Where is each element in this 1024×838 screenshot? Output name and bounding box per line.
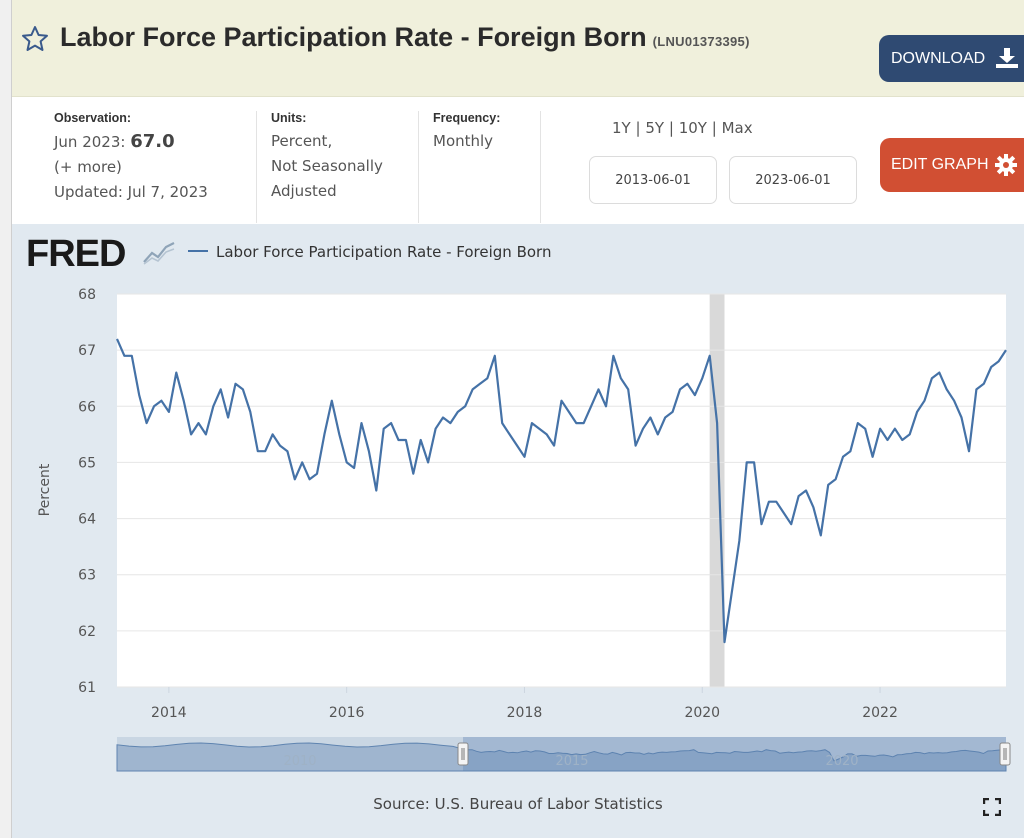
y-tick-label: 65 [78,455,96,471]
y-tick-label: 61 [78,680,96,696]
fullscreen-icon[interactable] [983,798,1001,816]
range-separator: | [668,119,674,137]
units-block: Units: Percent, Not Seasonally Adjusted [271,111,383,204]
y-tick-label: 63 [78,568,96,584]
y-axis-label: Percent [37,463,53,516]
window-left-edge [0,0,12,838]
end-date-input[interactable] [729,156,857,204]
series-id: (LNU01373395) [652,34,750,49]
range-max-link[interactable]: Max [721,119,753,137]
y-tick-label: 62 [78,624,96,640]
fred-logo: FRED [26,233,126,275]
legend-label: Labor Force Participation Rate - Foreign… [216,243,552,261]
range-5y-link[interactable]: 5Y [645,119,665,137]
divider [418,111,419,223]
navigator-year-label: 2010 [283,754,316,769]
units-label: Units: [271,111,307,125]
observation-line: Jun 2023: 67.0 [54,129,208,155]
legend-swatch [188,249,208,252]
navigator-selected-range [463,737,1006,771]
observation-value: 67.0 [130,131,175,152]
series-title: Labor Force Participation Rate - Foreign… [60,22,647,52]
observation-label: Observation: [54,111,132,125]
recession-band [709,294,725,687]
divider [540,111,541,223]
divider [256,111,257,223]
navigator-series-area [116,742,1007,772]
star-outline-icon[interactable] [20,24,50,54]
navigator-year-label: 2020 [825,754,858,769]
frequency-block: Frequency: Monthly [433,111,500,154]
edit-graph-label: EDIT GRAPH [891,156,989,173]
series-line[interactable] [115,338,1007,644]
units-line: Adjusted [271,182,337,200]
y-tick-label: 68 [78,287,96,303]
fred-chart-icon [142,238,176,266]
line-chart[interactable]: 61 62 63 64 65 66 67 68 2014 2016 2018 2020 2022 Pe… [12,224,1024,838]
range-10y-link[interactable]: 10Y [678,119,707,137]
y-tick-label: 64 [78,512,96,528]
range-links: 1Y | 5Y | 10Y | Max [612,119,753,137]
gear-icon [995,154,1017,176]
navigator-year-label: 2015 [555,754,588,769]
range-separator: | [635,119,641,137]
navigator-right-handle[interactable] [999,742,1011,766]
updated-date: Updated: Jul 7, 2023 [54,183,208,201]
observation-date: Jun 2023: [54,133,126,151]
observation-block: Observation: Jun 2023: 67.0 (+ more) Upd… [54,111,208,205]
y-tick-label: 67 [78,343,96,359]
download-arrow-icon [996,48,1018,68]
frequency-value: Monthly [433,132,494,150]
chart-legend: Labor Force Participation Rate - Foreign… [188,243,551,261]
x-tick-label: 2020 [684,705,720,721]
x-tick-label: 2016 [329,705,365,721]
chart-area: FRED Labor Force Participation Rate - Fo… [12,224,1024,838]
x-tick-label: 2022 [862,705,898,721]
units-line: Percent, [271,132,333,150]
more-observations-link[interactable]: (+ more) [54,158,122,176]
series-info-bar: Observation: Jun 2023: 67.0 (+ more) Upd… [12,97,1024,224]
units-line: Not Seasonally [271,157,383,175]
x-tick-label: 2018 [507,705,543,721]
y-tick-label: 66 [78,399,96,415]
range-1y-link[interactable]: 1Y [612,119,631,137]
plot-background [117,294,1006,687]
range-navigator[interactable]: 2010 2015 2020 [116,737,1011,772]
page-title: Labor Force Participation Rate - Foreign… [60,22,750,53]
range-separator: | [711,119,717,137]
start-date-input[interactable] [589,156,717,204]
download-button[interactable]: DOWNLOAD [879,35,1024,82]
series-header: Labor Force Participation Rate - Foreign… [12,0,1024,97]
download-label: DOWNLOAD [891,50,986,67]
chart-source: Source: U.S. Bureau of Labor Statistics [373,795,663,813]
frequency-label: Frequency: [433,111,501,125]
edit-graph-button[interactable]: EDIT GRAPH [880,138,1024,192]
x-tick-label: 2014 [151,705,187,721]
navigator-left-handle[interactable] [457,742,469,766]
